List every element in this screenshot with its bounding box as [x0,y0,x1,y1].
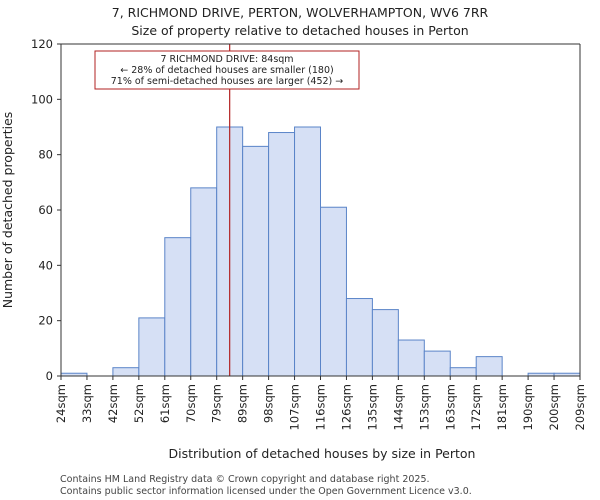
x-axis-ticks: 24sqm 33sqm 42sqm 52sqm 61sqm 70sqm 79sqm 89sqm… [54,376,587,430]
x-tick-label: 209sqm [573,384,587,430]
x-tick-label: 33sqm [80,384,94,423]
bar-52sqm [138,317,166,377]
y-tick-label: 120 [31,37,53,51]
bar-42sqm [112,367,140,377]
x-tick-label: 98sqm [262,384,276,423]
bar-144sqm [397,339,425,377]
annotation-line-1: 7 RICHMOND DRIVE: 84sqm [160,54,293,65]
x-tick-label: 116sqm [314,384,328,430]
bar-61sqm [164,237,192,377]
bar-98sqm [268,132,296,377]
y-tick-label: 100 [31,92,53,106]
y-axis-ticks: 0 20 40 60 80 100 120 [31,37,61,383]
x-tick-label: 181sqm [495,384,509,430]
x-tick-label: 89sqm [236,384,250,423]
x-tick-label: 172sqm [469,384,483,430]
bar-70sqm [190,187,218,377]
y-tick-label: 0 [46,369,53,383]
bar-116sqm [320,206,347,377]
footer-line-2: Contains public sector information licen… [60,486,472,497]
y-axis-label: Number of detached properties [0,112,15,309]
y-tick-label: 80 [38,148,53,162]
chart-subtitle: Size of property relative to detached ho… [131,23,468,38]
bar-107sqm [294,126,321,377]
footer-line-1: Contains HM Land Registry data © Crown c… [60,474,430,485]
chart-title: 7, RICHMOND DRIVE, PERTON, WOLVERHAMPTON… [112,5,489,20]
x-tick-label: 42sqm [106,384,120,423]
x-tick-label: 190sqm [521,384,535,430]
annotation-border [94,50,360,90]
annotation-line-2: ← 28% of detached houses are smaller (18… [120,65,333,76]
x-tick-label: 200sqm [547,384,561,430]
x-tick-label: 79sqm [210,384,224,423]
x-tick-label: 107sqm [288,384,302,430]
x-tick-label: 126sqm [339,384,353,430]
bar-172sqm [475,356,503,377]
x-axis-label: Distribution of detached houses by size … [169,446,476,461]
x-tick-label: 52sqm [132,384,146,423]
annotation-line-3: 71% of semi-detached houses are larger (… [111,76,344,87]
y-tick-label: 20 [38,314,53,328]
bar-89sqm [242,145,270,377]
bar-153sqm [423,350,451,377]
x-tick-label: 61sqm [158,384,172,423]
bar-series [60,126,581,377]
bar-163sqm [449,367,477,377]
x-tick-label: 163sqm [443,384,457,430]
x-tick-label: 153sqm [417,384,431,430]
x-tick-label: 70sqm [184,384,198,423]
bar-135sqm [371,309,399,377]
x-tick-label: 24sqm [54,384,68,423]
x-tick-label: 144sqm [391,384,405,430]
annotation-box: 7 RICHMOND DRIVE: 84sqm ← 28% of detache… [94,50,360,90]
y-tick-label: 60 [38,203,53,217]
y-tick-label: 40 [38,258,53,272]
x-tick-label: 135sqm [365,384,379,430]
bar-126sqm [345,298,373,377]
